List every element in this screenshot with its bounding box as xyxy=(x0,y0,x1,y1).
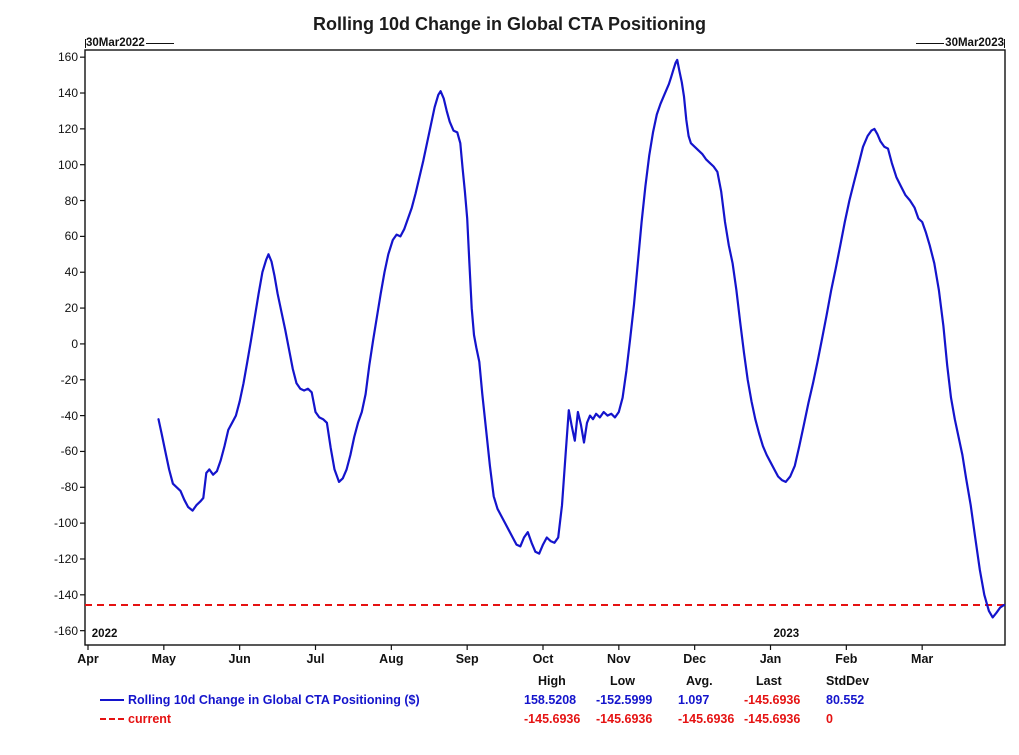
x-tick-label: Jan xyxy=(759,652,782,666)
stat-col-stddev: StdDev xyxy=(826,674,870,688)
stat-col-last: Last xyxy=(756,674,782,688)
current-stddev: 0 xyxy=(826,712,833,726)
y-tick-label: 0 xyxy=(71,336,78,351)
legend-current-row: current xyxy=(100,712,171,726)
y-tick-label: 120 xyxy=(57,121,78,136)
current-high: -145.6936 xyxy=(524,712,581,726)
stat-col-low: Low xyxy=(610,674,635,688)
series-line-swatch xyxy=(100,699,124,701)
current-low: -145.6936 xyxy=(596,712,653,726)
current-dash-swatch xyxy=(100,718,124,720)
y-tick-label: -20 xyxy=(60,372,78,387)
y-tick-label: 160 xyxy=(57,50,78,65)
current-label: current xyxy=(128,712,172,726)
y-tick-label: 20 xyxy=(64,301,78,316)
range-end-tick xyxy=(1004,38,1005,48)
current-avg: -145.6936 xyxy=(678,712,735,726)
x-tick-label: Nov xyxy=(607,652,631,666)
y-tick-label: -60 xyxy=(60,444,78,459)
x-tick-label: Oct xyxy=(532,652,554,666)
series-low: -152.5999 xyxy=(596,693,653,707)
y-tick-label: 140 xyxy=(57,86,78,100)
y-tick-label: -100 xyxy=(53,516,78,531)
x-tick-label: Jun xyxy=(228,652,251,666)
stat-col-high: High xyxy=(538,674,566,688)
range-end-label: 30Mar2023 xyxy=(945,37,1004,49)
y-tick-label: 100 xyxy=(57,157,78,172)
range-start-marker: 30Mar2022 xyxy=(85,37,175,49)
x-tick-label: May xyxy=(151,652,176,666)
y-tick-label: -120 xyxy=(53,551,78,566)
range-end-dash xyxy=(916,42,945,44)
y-tick-label: -140 xyxy=(53,587,78,602)
y-tick-label: 80 xyxy=(64,193,78,208)
year-label: 2023 xyxy=(773,628,800,640)
range-start-dash xyxy=(145,42,174,44)
series-avg: 1.097 xyxy=(678,693,710,707)
range-start-tick xyxy=(85,38,86,48)
series-last: -145.6936 xyxy=(744,693,801,707)
y-tick-label: -160 xyxy=(53,623,78,638)
legend-series-row: Rolling 10d Change in Global CTA Positio… xyxy=(100,693,420,707)
series-stddev: 80.552 xyxy=(826,693,865,707)
y-tick-label: 60 xyxy=(64,229,78,244)
x-tick-label: Sep xyxy=(455,652,479,666)
y-tick-label: -80 xyxy=(60,480,78,495)
year-label: 2022 xyxy=(91,628,118,640)
x-tick-label: Dec xyxy=(683,652,707,666)
y-tick-label: 40 xyxy=(64,265,78,280)
x-tick-label: Aug xyxy=(379,652,404,666)
y-tick-label: -40 xyxy=(60,408,78,423)
x-tick-label: Apr xyxy=(77,652,99,666)
current-last: -145.6936 xyxy=(744,712,801,726)
chart-title: Rolling 10d Change in Global CTA Positio… xyxy=(313,14,706,34)
x-tick-label: Jul xyxy=(306,652,325,666)
series-high: 158.5208 xyxy=(524,693,577,707)
x-tick-label: Feb xyxy=(835,652,858,666)
stat-col-avg: Avg. xyxy=(686,674,713,688)
x-tick-label: Mar xyxy=(911,652,934,666)
range-end-marker: 30Mar2023 xyxy=(915,37,1005,49)
range-start-label: 30Mar2022 xyxy=(86,37,145,49)
series-label: Rolling 10d Change in Global CTA Positio… xyxy=(128,693,420,707)
